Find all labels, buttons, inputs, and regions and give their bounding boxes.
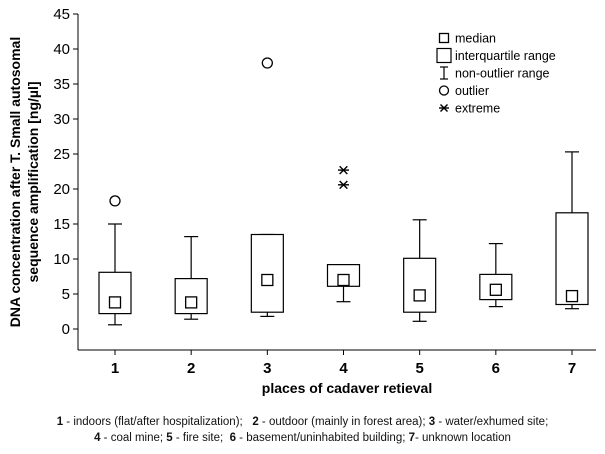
interquartile-box	[250, 233, 284, 313]
x-axis-title: places of cadaver retieval	[262, 380, 432, 396]
legend-item: interquartile range	[436, 47, 556, 64]
caption-text: - basement/uninhabited building;	[235, 432, 409, 444]
legend-label: median	[455, 32, 496, 46]
caption-text: - coal mine;	[100, 432, 167, 444]
legend-item: median	[438, 32, 496, 46]
box-group	[403, 219, 437, 322]
y-axis: 0 5 10 15 20 25 30 35 40 45	[53, 6, 79, 350]
legend-item: outlier	[438, 84, 489, 98]
caption-text: - fire site;	[172, 432, 230, 444]
x-tick-label: 5	[415, 360, 423, 377]
y-tick-label: 40	[53, 41, 70, 58]
y-axis-title-line1: DNA concentration after T. Small autosom…	[7, 37, 23, 327]
box-group	[250, 57, 284, 317]
x-tick-label: 4	[339, 360, 348, 377]
caption-text: - unknown location	[415, 432, 511, 444]
caption-number: 6	[229, 432, 236, 444]
box-group	[479, 243, 513, 308]
legend-outlier-icon	[438, 85, 450, 96]
legend-label: non-outlier range	[455, 67, 550, 81]
legend-box-icon	[436, 47, 452, 64]
median-marker	[337, 273, 350, 287]
y-tick-label: 10	[53, 251, 70, 268]
median-marker	[489, 283, 502, 296]
x-axis: 1 2 3 4 5 6 7	[78, 349, 596, 377]
median-marker	[261, 273, 274, 287]
legend-label: interquartile range	[455, 49, 556, 63]
y-tick-label: 25	[53, 146, 70, 163]
caption-text: - water/exhumed site;	[435, 416, 549, 428]
interquartile-box	[555, 212, 589, 306]
x-tick-label: 2	[187, 360, 195, 377]
caption-number: 1	[56, 416, 64, 428]
caption-number: 5	[166, 432, 173, 444]
y-axis-title-line2: sequence amplification [ng/µl]	[25, 82, 41, 283]
median-marker	[413, 289, 426, 302]
box-group	[174, 236, 208, 320]
extreme-marker	[338, 165, 349, 175]
y-tick-label: 15	[53, 216, 70, 233]
x-tick-label: 6	[492, 360, 500, 377]
box-group	[98, 195, 132, 326]
caption-number: 7	[408, 432, 416, 444]
y-tick-label: 0	[62, 321, 70, 338]
legend-item: extreme	[439, 102, 500, 116]
box-group	[555, 151, 589, 310]
x-tick-label: 1	[111, 360, 119, 377]
interquartile-box	[403, 257, 437, 313]
extreme-marker	[338, 180, 349, 190]
y-tick-label: 30	[53, 111, 70, 128]
outlier-marker	[261, 57, 273, 69]
caption-line-1: 1 - indoors (flat/after hospitalization)…	[0, 414, 605, 430]
legend-median-icon	[438, 32, 450, 44]
y-tick-label: 5	[62, 286, 70, 303]
caption-text: - indoors (flat/after hospitalization);	[63, 416, 253, 428]
legend-label: extreme	[455, 102, 500, 116]
x-tick-label: 7	[568, 360, 576, 377]
caption-line-2: 4 - coal mine; 5 - fire site; 6 - baseme…	[0, 430, 605, 446]
y-tick-label: 45	[53, 6, 70, 23]
x-tick-label: 3	[263, 360, 271, 377]
legend-item: non-outlier range	[440, 66, 550, 81]
y-tick-label: 20	[53, 181, 70, 198]
caption-number: 4	[94, 432, 101, 444]
caption-number: 3	[428, 416, 436, 428]
legend-label: outlier	[455, 84, 489, 98]
boxplot-series	[98, 57, 589, 326]
median-marker	[108, 296, 122, 309]
median-marker	[185, 296, 198, 309]
median-marker	[565, 289, 579, 303]
caption-text: - outdoor (mainly in forest area);	[258, 416, 429, 428]
outlier-marker	[109, 195, 121, 207]
legend: median interquartile range non-outlier ran…	[436, 32, 556, 116]
figure-caption: 1 - indoors (flat/after hospitalization)…	[0, 414, 605, 446]
caption-number: 2	[252, 416, 259, 428]
box-group	[326, 165, 361, 303]
y-tick-label: 35	[53, 76, 70, 93]
